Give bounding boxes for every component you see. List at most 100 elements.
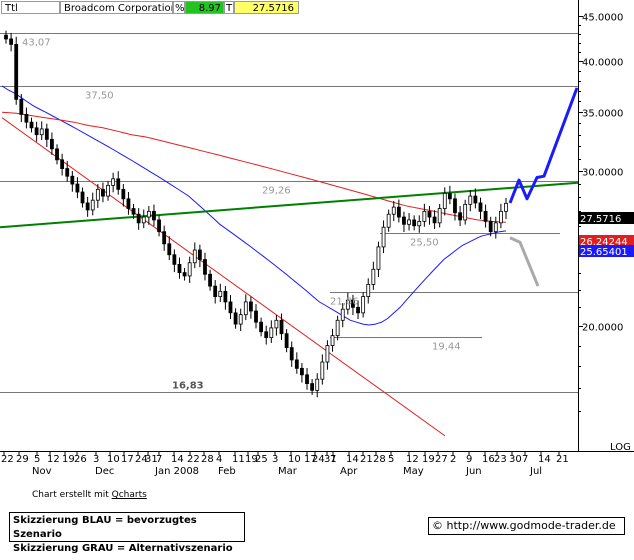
- time-tick-label: 29: [16, 454, 29, 465]
- candle-body: [488, 220, 493, 233]
- candle-body: [223, 290, 228, 303]
- horizontal-levels: [0, 33, 578, 393]
- candle-body: [167, 243, 172, 256]
- candle-body: [294, 359, 299, 369]
- level-label: 21,86: [330, 297, 359, 308]
- candle-body: [498, 210, 503, 224]
- last-price-value: 27.5716: [234, 1, 299, 14]
- website-url[interactable]: http://www.godmode-trader.de: [446, 519, 616, 532]
- level-label: 29,26: [262, 186, 291, 197]
- candle-body: [80, 191, 85, 204]
- candle-body: [192, 249, 197, 264]
- level-label: 16,83: [172, 381, 204, 392]
- time-tick-label: 19: [422, 454, 435, 465]
- time-tick-label: 26: [74, 454, 87, 465]
- candle-body: [422, 210, 427, 222]
- candle-body: [146, 210, 151, 218]
- candle-body: [381, 226, 386, 248]
- candle-body: [14, 43, 19, 100]
- candle-body: [453, 198, 457, 214]
- qcharts-link[interactable]: Qcharts: [111, 490, 147, 500]
- candle-body: [320, 361, 325, 380]
- month-label: Jan 2008: [154, 466, 199, 477]
- candle-body: [483, 210, 488, 222]
- scenario-sketches: [508, 87, 579, 287]
- time-tick-label: 23: [494, 454, 507, 465]
- time-tick-label: 14: [346, 454, 359, 465]
- candle-body: [95, 188, 100, 201]
- candle-body: [218, 290, 223, 297]
- price-tag-label: 27.5716: [580, 214, 621, 225]
- time-tick-label: 17: [121, 454, 134, 465]
- candle-body: [90, 199, 95, 211]
- candle-body: [417, 220, 422, 227]
- website-box: © http://www.godmode-trader.de: [428, 517, 625, 535]
- candle-body: [24, 114, 29, 123]
- stock-chart: 43,07 37,50 29,26 25,50 21,86 19,44 16,83 45.0…: [0, 0, 634, 477]
- price-tick-label: 40.0000: [582, 58, 623, 69]
- month-label: Dec: [95, 466, 114, 477]
- time-tick-label: 4: [216, 454, 222, 465]
- time-tick-label: 22: [1, 454, 14, 465]
- candle-body: [34, 127, 39, 136]
- candle-body: [463, 203, 468, 221]
- candle-body: [131, 208, 136, 215]
- time-tick-label: 30: [509, 454, 522, 465]
- candle-body: [504, 202, 508, 212]
- candle-body: [50, 138, 54, 150]
- time-tick-label: 7: [156, 454, 162, 465]
- month-label: Nov: [32, 466, 52, 477]
- time-tick-label: 14: [538, 454, 551, 465]
- candle-body: [335, 319, 340, 337]
- candle-body: [442, 192, 447, 209]
- month-label: Apr: [340, 466, 358, 477]
- candle-body: [60, 159, 65, 169]
- month-label: Feb: [218, 466, 236, 477]
- candle-body: [55, 148, 59, 161]
- candle-body: [279, 319, 284, 335]
- time-tick-label: 25: [255, 454, 268, 465]
- time-tick-label: 7: [330, 454, 336, 465]
- time-tick-label: 10: [288, 454, 301, 465]
- candle-body: [85, 202, 90, 211]
- time-tick-label: 2: [450, 454, 456, 465]
- credit-text: Chart erstellt mit: [32, 490, 112, 500]
- scenario-legend: Skizzierung BLAU = bevorzugtes Szenario …: [9, 512, 245, 554]
- month-label: Mar: [278, 466, 298, 477]
- moving-averages: [1, 85, 507, 326]
- time-tick-label: 3: [272, 454, 278, 465]
- candle-body: [284, 333, 289, 348]
- company-name: Broadcom Corporation: [60, 1, 173, 14]
- candle-body: [473, 195, 478, 204]
- candle-body: [157, 219, 161, 233]
- candle-body: [187, 262, 192, 277]
- candle-body: [152, 210, 156, 221]
- candle-body: [325, 345, 330, 363]
- candle-body: [264, 331, 269, 339]
- price-tag-label: 25.65401: [580, 247, 628, 258]
- price-tag-box: [579, 245, 634, 257]
- candle-body: [402, 216, 406, 225]
- candle-body: [238, 314, 243, 325]
- candle-body: [116, 178, 121, 190]
- price-tick-label: 30.0000: [582, 168, 623, 179]
- time-tick-label: 19: [62, 454, 75, 465]
- candle-body: [126, 198, 131, 209]
- candle-body: [44, 128, 49, 140]
- t-label: T: [224, 1, 234, 14]
- time-tick-label: 14: [171, 454, 184, 465]
- time-tick-label: 7: [522, 454, 528, 465]
- level-label: 25,50: [410, 238, 439, 249]
- legend-blue-scenario: Skizzierung BLAU = bevorzugtes Szenario: [13, 515, 197, 540]
- time-tick-label: 22: [187, 454, 200, 465]
- time-tick-label: 21: [556, 454, 569, 465]
- candle-body: [427, 210, 432, 218]
- candle-body: [432, 216, 437, 224]
- time-tick-label: 27: [435, 454, 448, 465]
- month-label: May: [403, 466, 424, 477]
- candle-body: [391, 206, 396, 215]
- time-tick-label: 12: [47, 454, 60, 465]
- candle-body: [274, 319, 279, 329]
- candle-body: [121, 188, 126, 200]
